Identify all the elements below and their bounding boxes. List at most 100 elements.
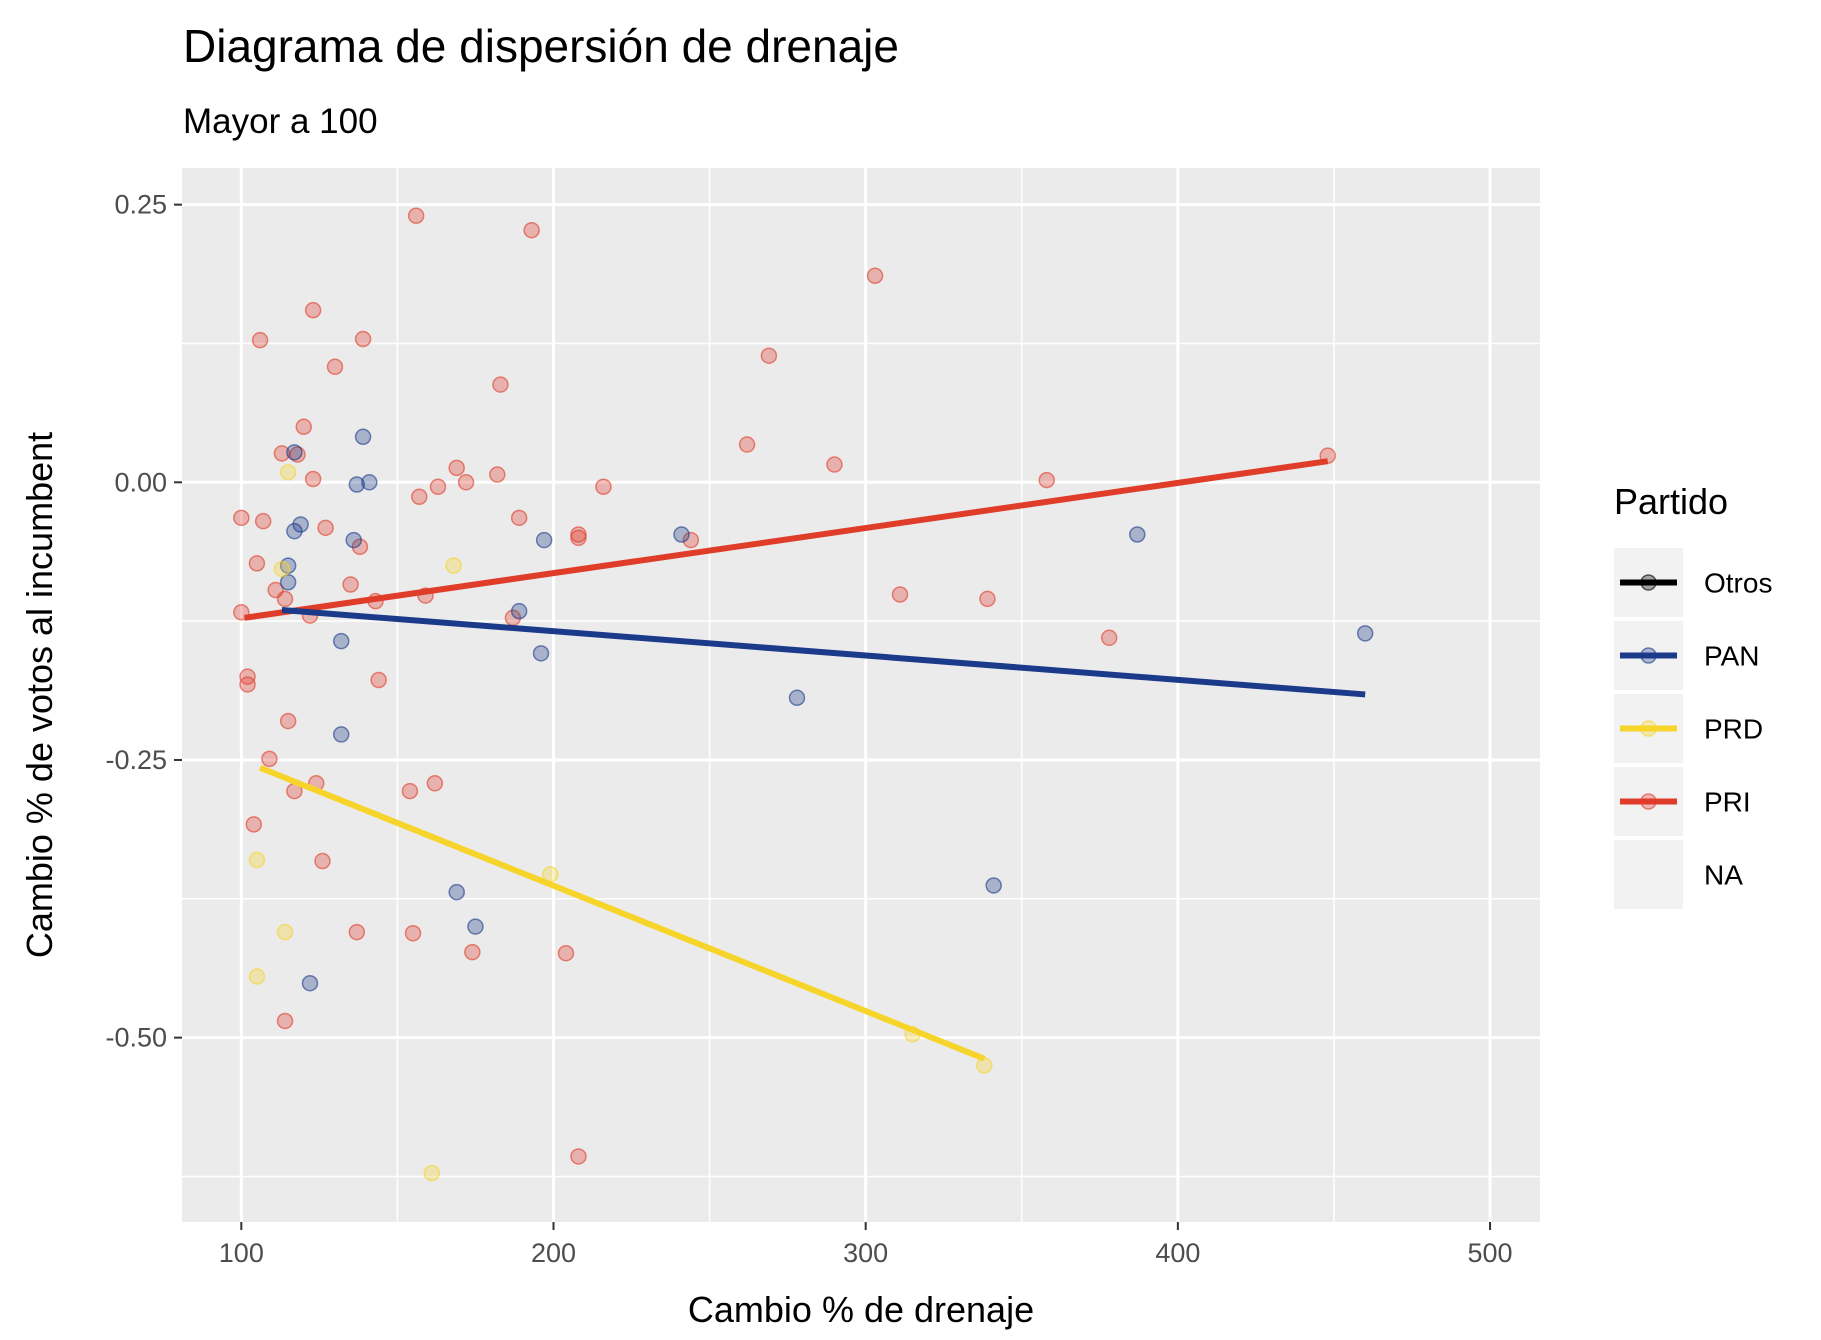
data-point-pri xyxy=(1100,629,1118,647)
data-point-pri xyxy=(317,519,334,537)
x-tick-label: 300 xyxy=(843,1238,888,1268)
y-tick-label: -0.25 xyxy=(105,745,167,775)
data-point-pri xyxy=(254,512,272,530)
data-point-pan xyxy=(361,474,378,491)
data-point-pri xyxy=(248,555,266,572)
data-point-pan xyxy=(448,883,465,901)
data-point-pan xyxy=(354,428,372,446)
legend-key-point xyxy=(1640,574,1657,591)
x-axis-title: Cambio % de drenaje xyxy=(688,1289,1034,1330)
data-point-pri xyxy=(239,676,256,693)
y-tick-label: 0.00 xyxy=(114,467,167,497)
data-point-pan xyxy=(286,444,303,461)
data-point-pri xyxy=(304,470,322,488)
chart-title: Diagrama de dispersión de drenaje xyxy=(183,20,899,72)
data-point-pri xyxy=(411,488,428,506)
x-tick-label: 400 xyxy=(1155,1238,1200,1268)
data-point-pri xyxy=(682,531,700,549)
data-point-pan xyxy=(510,602,528,620)
legend-item-pan: PAN xyxy=(1614,621,1760,690)
legend-key-point xyxy=(1640,647,1657,664)
data-point-pri xyxy=(826,456,843,473)
legend-label: PAN xyxy=(1704,641,1760,672)
y-tick-label: -0.50 xyxy=(105,1023,167,1053)
data-point-pri xyxy=(1038,471,1055,489)
data-point-pan xyxy=(532,645,550,662)
data-point-pri xyxy=(407,207,425,225)
data-point-pri xyxy=(595,478,612,496)
data-point-pri xyxy=(251,331,269,349)
data-point-prd xyxy=(248,968,266,985)
data-point-pri xyxy=(760,347,778,364)
data-point-pri xyxy=(448,459,465,477)
data-point-pan xyxy=(535,531,553,549)
legend-key-point xyxy=(1640,793,1657,810)
trend-line-prd xyxy=(258,764,986,1062)
legend-item-pri: PRI xyxy=(1614,767,1751,836)
data-point-pan xyxy=(345,531,362,549)
data-point-pri xyxy=(354,330,372,348)
data-point-pan xyxy=(467,918,484,935)
x-tick-label: 500 xyxy=(1468,1238,1513,1268)
legend-item-na: NA xyxy=(1614,840,1743,909)
data-point-pri xyxy=(426,775,444,792)
data-point-pri xyxy=(233,509,250,527)
data-point-pan xyxy=(673,526,690,543)
data-point-pan xyxy=(348,476,366,493)
data-point-pri xyxy=(510,509,528,527)
data-point-prd xyxy=(276,923,294,941)
legend-key-point xyxy=(1640,720,1657,737)
data-point-pri xyxy=(314,852,331,870)
data-point-pri xyxy=(245,816,263,833)
data-point-pri xyxy=(295,418,313,436)
trend-lines xyxy=(244,458,1366,1062)
data-point-pan xyxy=(279,574,297,591)
legend-label: Otros xyxy=(1704,568,1772,599)
x-tick-label: 100 xyxy=(219,1238,264,1268)
data-point-pri xyxy=(464,943,481,961)
data-point-pan xyxy=(788,689,806,707)
data-point-prd xyxy=(248,851,266,869)
legend-item-prd: PRD xyxy=(1614,694,1763,763)
data-point-pan xyxy=(286,522,303,540)
data-point-prd xyxy=(445,557,462,574)
data-point-pri xyxy=(370,671,387,689)
legend-label: PRI xyxy=(1704,787,1751,818)
major-gridlines xyxy=(182,168,1540,1222)
data-point-pri xyxy=(342,576,359,593)
data-point-pri xyxy=(401,782,419,800)
legend-label: PRD xyxy=(1704,714,1763,745)
x-tick-label: 200 xyxy=(531,1238,576,1268)
data-point-pri xyxy=(404,924,422,942)
legend-item-otros: Otros xyxy=(1614,548,1772,617)
data-point-pri xyxy=(891,586,909,603)
data-point-pan xyxy=(1129,526,1146,543)
data-point-pan xyxy=(332,632,350,650)
data-point-pri xyxy=(276,590,294,608)
x-axis: 100 200 300 400 500 xyxy=(219,1222,1513,1268)
legend-title: Partido xyxy=(1614,481,1728,522)
legend-key-background xyxy=(1614,840,1683,909)
trend-line-pri xyxy=(244,458,1329,621)
data-point-pan xyxy=(985,877,1002,894)
data-point-prd xyxy=(273,560,291,578)
data-point-prd xyxy=(279,464,297,481)
data-point-pri xyxy=(457,474,475,491)
data-point-pri xyxy=(489,466,506,483)
data-point-pri xyxy=(326,358,344,376)
y-axis-title: Cambio % de votos al incumbent xyxy=(19,432,60,958)
y-axis: 0.25 0.00 -0.25 -0.50 xyxy=(105,190,182,1053)
data-point-pan xyxy=(1356,625,1374,642)
data-point-pri xyxy=(492,376,509,393)
data-point-pri xyxy=(304,301,322,319)
data-point-pri xyxy=(429,478,447,496)
data-point-pri xyxy=(279,712,297,730)
data-point-pri xyxy=(348,923,366,941)
data-point-pri xyxy=(523,221,540,239)
data-point-pri xyxy=(557,944,575,962)
data-point-pan xyxy=(301,974,319,992)
data-point-pri xyxy=(738,436,756,453)
minor-gridlines xyxy=(182,168,1540,1222)
data-point-pri xyxy=(979,590,996,608)
